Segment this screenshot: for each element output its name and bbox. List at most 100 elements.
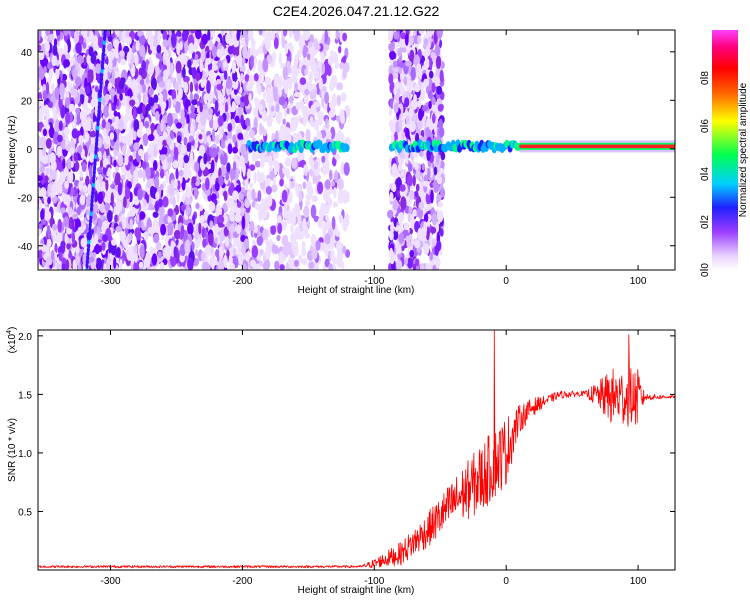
spectrogram-cell <box>343 162 350 176</box>
spectrogram-cell <box>248 30 254 42</box>
spectrogram-cell <box>141 161 147 169</box>
spectrogram-cell <box>160 70 164 78</box>
spectrogram-cell <box>54 119 61 134</box>
spectrogram-cell <box>389 191 394 202</box>
spectrogram-cell <box>151 77 157 91</box>
spectrogram-cell <box>132 130 137 141</box>
spectrogram-cell <box>195 30 202 40</box>
spectrogram-cell <box>108 60 113 70</box>
spectrogram-cell <box>266 31 273 42</box>
spectrogram-cell <box>157 251 162 259</box>
spectrogram-cell <box>175 103 181 114</box>
spectrogram-cell <box>310 204 317 219</box>
spectrogram-cell <box>299 77 307 85</box>
spectrogram-cell <box>210 174 216 185</box>
spectrogram-cell <box>134 252 138 264</box>
spectrogram-cell <box>138 121 144 130</box>
spectrogram-cell <box>117 181 123 196</box>
spectrogram-cell <box>254 160 261 168</box>
spectrogram-cell <box>294 81 298 93</box>
spectrogram-cell <box>187 168 192 179</box>
spectrogram-cell <box>404 33 409 46</box>
spectrogram-cell <box>283 30 288 37</box>
spectrogram-cell <box>59 83 65 96</box>
spectrogram-cell <box>266 241 272 254</box>
spectrogram-cell <box>237 240 242 254</box>
spectrogram-cell <box>282 118 286 125</box>
spectrogram-cell <box>282 166 286 175</box>
spectrogram-cell <box>135 41 140 52</box>
spectrogram-cell <box>234 201 238 214</box>
spectrogram-cell <box>95 63 102 74</box>
spectrogram-cell <box>193 229 199 241</box>
spectrogram-cell <box>43 196 49 206</box>
spectrogram-cell <box>208 69 215 80</box>
spectrogram-cell <box>293 30 301 42</box>
spectrogram-cell <box>418 30 425 35</box>
spectrogram-cell <box>124 85 128 97</box>
spectrogram-cell <box>322 44 330 52</box>
spectrogram-cell <box>118 80 125 90</box>
spectrogram-cell <box>102 97 106 107</box>
spectrogram-cell <box>295 182 299 195</box>
spectrogram-cell <box>393 31 399 40</box>
spectrogram-cell <box>88 153 95 163</box>
spectrogram-cell <box>114 172 121 186</box>
spectrogram-cell <box>139 44 146 57</box>
spectrogram-cell <box>182 54 188 65</box>
spectrogram-cell <box>123 196 127 209</box>
spectrogram-cell <box>126 132 133 146</box>
spectrogram-cell <box>115 226 122 233</box>
spectrogram-cell <box>161 103 165 115</box>
spectrogram-cell <box>400 32 407 40</box>
spectrogram-cell <box>184 42 188 54</box>
spectrogram-cell <box>223 190 228 201</box>
spectrogram-cell <box>38 30 41 42</box>
spectrogram-cell <box>51 184 56 198</box>
spectrogram-cell <box>185 187 192 199</box>
spectrogram-cell <box>340 161 345 175</box>
snr-background <box>38 330 675 570</box>
spectrogram-cell <box>195 202 200 210</box>
spectrogram-cell <box>324 91 329 105</box>
spectrogram-cell <box>398 61 405 68</box>
spectrogram-cell <box>400 170 405 178</box>
spectrogram-cell <box>306 53 311 61</box>
spectrogram-cell <box>440 151 446 161</box>
spectrogram-cell <box>328 263 333 270</box>
spectrogram-cell <box>310 233 317 246</box>
spectrogram-cell <box>217 115 224 127</box>
spectrogram-cell <box>168 183 175 197</box>
spectrogram-cell <box>83 56 87 67</box>
spectrogram-cell <box>190 30 195 34</box>
spectrogram-cell <box>143 231 150 240</box>
spectrogram-cell <box>214 99 219 112</box>
spectrogram-cell <box>426 220 430 229</box>
spectrogram-cell <box>334 153 341 160</box>
spectrogram-cell <box>434 76 441 85</box>
spectrogram-cell <box>88 164 93 179</box>
spectrogram-cell <box>147 61 155 76</box>
spectrogram-cell <box>302 217 307 232</box>
spectrogram-cell <box>163 147 168 155</box>
spectrogram-cell <box>92 35 99 48</box>
spectrogram-cell <box>286 134 292 144</box>
spectrogram-cell <box>207 100 211 108</box>
spectrogram-cell <box>143 133 149 147</box>
spectrogram-cell <box>52 106 57 116</box>
spectrogram-cell <box>389 50 396 60</box>
spectrogram-cell <box>302 56 306 66</box>
spectrogram-cell <box>157 30 161 44</box>
spectrogram-cell <box>167 222 174 236</box>
spectrogram-cell <box>158 80 166 88</box>
spectrogram-cell <box>345 249 351 258</box>
spectrogram-cell <box>176 42 181 56</box>
spectrogram-cell <box>196 123 203 131</box>
spectrogram-cell <box>173 146 179 160</box>
spectrogram-cell <box>199 102 203 113</box>
spectrogram-cell <box>219 75 225 82</box>
spectrogram-cell <box>63 192 68 205</box>
spectrogram-cell <box>119 259 123 270</box>
spectrogram-cell <box>262 154 266 162</box>
